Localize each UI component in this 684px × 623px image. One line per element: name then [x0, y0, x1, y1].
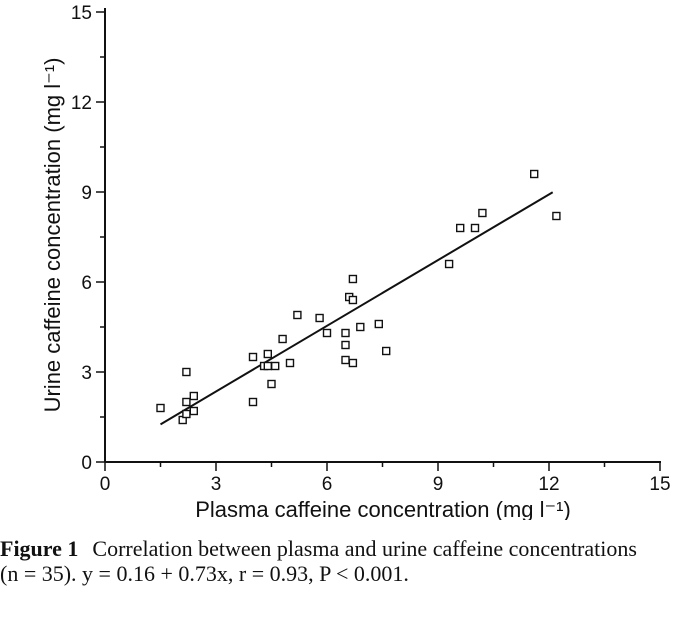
caption-label: Figure 1: [0, 536, 79, 561]
y-tick-label: 12: [71, 93, 92, 114]
data-point: [478, 208, 487, 218]
data-point: [348, 358, 358, 368]
data-point: [356, 322, 365, 332]
data-point: [341, 340, 350, 350]
data-point: [444, 259, 454, 269]
data-point: [341, 355, 350, 365]
data-point: [189, 391, 199, 401]
data-point: [263, 349, 272, 359]
data-point: [348, 295, 358, 305]
data-point: [263, 361, 272, 371]
tick-labels: 0 3 6 9 12 15 0 3 6 9 12 15: [71, 3, 671, 495]
data-point: [156, 403, 165, 413]
regression-line: [159, 191, 554, 426]
data-point: [456, 223, 465, 233]
data-point: [315, 313, 324, 323]
data-point: [285, 358, 295, 368]
y-tick-label: 15: [71, 3, 92, 24]
chart: 0 3 6 9 12 15 0 3 6 9 12 15 Plasma caffeine concent…: [40, 3, 671, 520]
axes: [104, 8, 661, 463]
data-point: [182, 397, 191, 407]
y-axis-label: Urine caffeine concentration (mg l⁻¹): [40, 58, 65, 413]
y-tick-label: 0: [81, 453, 92, 474]
data-point: [182, 367, 191, 377]
y-tick-label: 6: [81, 273, 92, 294]
data-point: [278, 334, 287, 344]
x-tick-label: 12: [538, 474, 559, 495]
figure-caption: Figure 1 Correlation between plasma and u…: [0, 536, 640, 586]
data-point: [341, 328, 350, 338]
data-point: [293, 310, 302, 320]
x-tick-label: 3: [211, 474, 222, 495]
x-tick-label: 9: [433, 474, 444, 495]
data-point: [267, 379, 276, 389]
data-point: [348, 274, 358, 284]
data-point: [552, 211, 561, 221]
data-points: [156, 169, 561, 425]
x-axis-label: Plasma caffeine concentration (mg l⁻¹): [195, 497, 571, 520]
data-point: [248, 397, 258, 407]
y-tick-label: 9: [81, 183, 92, 204]
data-point: [470, 223, 480, 233]
x-tick-label: 15: [649, 474, 670, 495]
data-point: [374, 319, 383, 329]
caption-text: Correlation between plasma and urine caf…: [0, 536, 637, 586]
data-point: [182, 409, 191, 419]
x-tick-label: 0: [100, 474, 111, 495]
x-tick-label: 6: [322, 474, 333, 495]
data-point: [189, 406, 199, 416]
tick-marks: [96, 11, 661, 471]
y-tick-label: 3: [81, 363, 92, 384]
data-point: [322, 328, 332, 338]
data-point: [530, 169, 539, 179]
data-point: [271, 361, 280, 371]
data-point: [248, 352, 258, 362]
data-point: [382, 346, 391, 356]
scatter-plot: 0 3 6 9 12 15 0 3 6 9 12 15 Plasma caffeine concent…: [40, 3, 671, 520]
